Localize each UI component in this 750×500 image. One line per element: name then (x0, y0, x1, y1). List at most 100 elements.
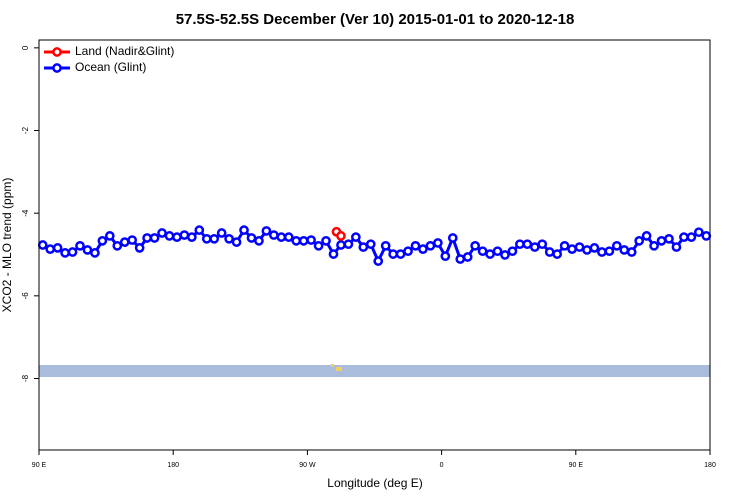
point (52, 243, 63, 253)
point (186, 232, 197, 242)
map-land (331, 364, 334, 367)
point (336, 231, 346, 241)
point (127, 235, 138, 245)
point (224, 233, 234, 244)
point (45, 244, 56, 254)
point (298, 236, 309, 246)
y-tick-label: -6 (21, 292, 30, 300)
point (328, 249, 339, 259)
point (418, 244, 428, 254)
point (544, 247, 555, 257)
point (507, 246, 518, 257)
point (693, 227, 704, 238)
point (149, 233, 160, 243)
point (485, 249, 495, 259)
point (380, 240, 391, 251)
point (462, 252, 473, 262)
point (157, 228, 167, 238)
point (455, 254, 466, 264)
chart-title: 57.5S-52.5S December (Ver 10) 2015-01-01… (176, 11, 575, 28)
legend-label: Ocean (Glint) (75, 60, 146, 74)
point (276, 232, 287, 242)
x-tick-label: 180 (704, 462, 716, 469)
point (649, 240, 659, 251)
point (433, 238, 443, 248)
point (172, 232, 182, 242)
point (67, 247, 78, 257)
point (679, 232, 689, 242)
x-tick-label: 180 (167, 462, 179, 469)
point (321, 236, 331, 246)
point (440, 251, 451, 262)
point (701, 231, 712, 241)
point (410, 240, 421, 251)
point (522, 239, 533, 250)
plot-frame (38, 39, 711, 451)
x-tick-label: 90 W (299, 462, 316, 469)
point (365, 239, 376, 250)
point (641, 231, 652, 241)
map-land (336, 367, 342, 371)
point (60, 248, 70, 258)
y-tick-label: -2 (21, 126, 30, 134)
point (611, 240, 622, 251)
point (283, 232, 294, 242)
map-strip (39, 365, 710, 377)
point (313, 240, 324, 251)
point (104, 231, 115, 241)
point (447, 233, 458, 243)
point (119, 237, 130, 247)
point (477, 246, 488, 257)
point (395, 249, 406, 259)
point (552, 249, 563, 259)
point (388, 249, 398, 259)
point (351, 232, 361, 242)
x-tick-label: 0 (440, 462, 444, 469)
point (403, 246, 413, 257)
point (589, 243, 600, 253)
point (134, 243, 145, 253)
point (559, 240, 570, 251)
y-tick-label: 0 (21, 45, 30, 50)
point (358, 242, 369, 252)
point (373, 256, 384, 266)
x-tick-label: 90 E (32, 462, 47, 469)
point (567, 244, 577, 254)
point (671, 242, 682, 252)
point (261, 226, 272, 236)
point (537, 239, 548, 250)
point (216, 228, 227, 238)
point (291, 236, 302, 246)
point (574, 242, 585, 252)
point (306, 235, 316, 245)
point (112, 240, 123, 251)
point (604, 246, 615, 257)
point (231, 237, 242, 247)
point (626, 247, 637, 257)
legend-marker (52, 47, 62, 57)
point (656, 236, 667, 246)
point (194, 225, 205, 235)
point (529, 242, 540, 252)
point (37, 240, 48, 250)
point (239, 225, 249, 235)
point (164, 231, 175, 241)
point (686, 232, 697, 242)
point (470, 240, 480, 251)
point (500, 250, 510, 260)
point (142, 233, 152, 243)
legend-label: Land (Nadir&Glint) (75, 44, 174, 58)
point (619, 245, 630, 255)
x-tick-label: 90 E (569, 462, 584, 469)
legend-marker (52, 63, 62, 73)
y-tick-label: -8 (21, 374, 30, 382)
point (97, 236, 108, 246)
y-axis-label: XCO2 - MLO trend (ppm) (0, 178, 14, 313)
y-tick-label: -4 (21, 209, 30, 217)
point (582, 245, 592, 255)
point (343, 239, 354, 250)
point (246, 233, 257, 243)
plot (37, 225, 712, 266)
point (515, 239, 525, 250)
